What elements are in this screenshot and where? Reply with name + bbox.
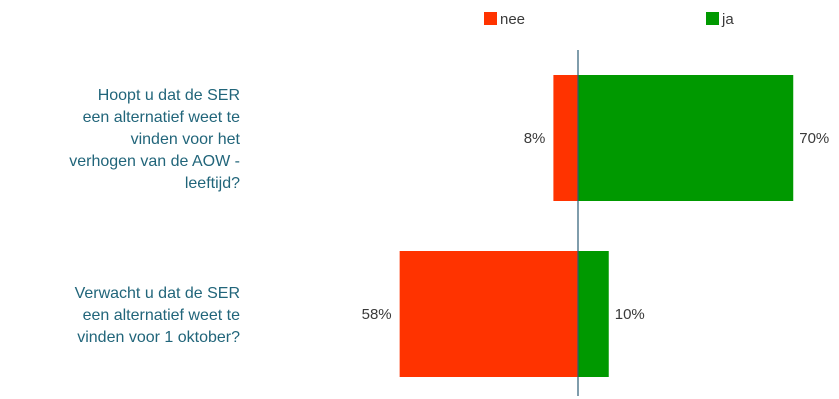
question-line: leeftijd? [185, 175, 240, 192]
bars [399, 75, 794, 377]
value-label-nee-1: 8% [524, 130, 546, 147]
legend-label-nee: nee [500, 11, 525, 28]
question-line: vinden voor het [131, 131, 241, 148]
question-label-1: Hoopt u dat de SER een alternatief weet t… [69, 87, 240, 192]
legend: nee ja [484, 11, 734, 28]
question-line: een alternatief weet te [83, 307, 241, 324]
question-label-2: Verwacht u dat de SER een alternatief wee… [75, 285, 241, 346]
question-line: Hoopt u dat de SER [98, 87, 240, 104]
legend-swatch-ja [706, 12, 719, 25]
question-labels: Hoopt u dat de SER een alternatief weet t… [69, 87, 240, 346]
value-label-nee-2: 58% [362, 306, 392, 323]
bar-ja-1 [578, 75, 794, 201]
legend-swatch-nee [484, 12, 497, 25]
value-label-ja-2: 10% [615, 306, 645, 323]
question-line: verhogen van de AOW - [69, 153, 240, 170]
question-line: vinden voor 1 oktober? [77, 329, 240, 346]
value-label-ja-1: 70% [799, 130, 829, 147]
bar-nee-1 [553, 75, 578, 201]
bar-nee-2 [399, 251, 578, 377]
value-labels: 8% 70% 58% 10% [362, 130, 830, 323]
bar-ja-2 [578, 251, 609, 377]
legend-label-ja: ja [721, 11, 734, 28]
question-line: een alternatief weet te [83, 109, 241, 126]
question-line: Verwacht u dat de SER [75, 285, 240, 302]
